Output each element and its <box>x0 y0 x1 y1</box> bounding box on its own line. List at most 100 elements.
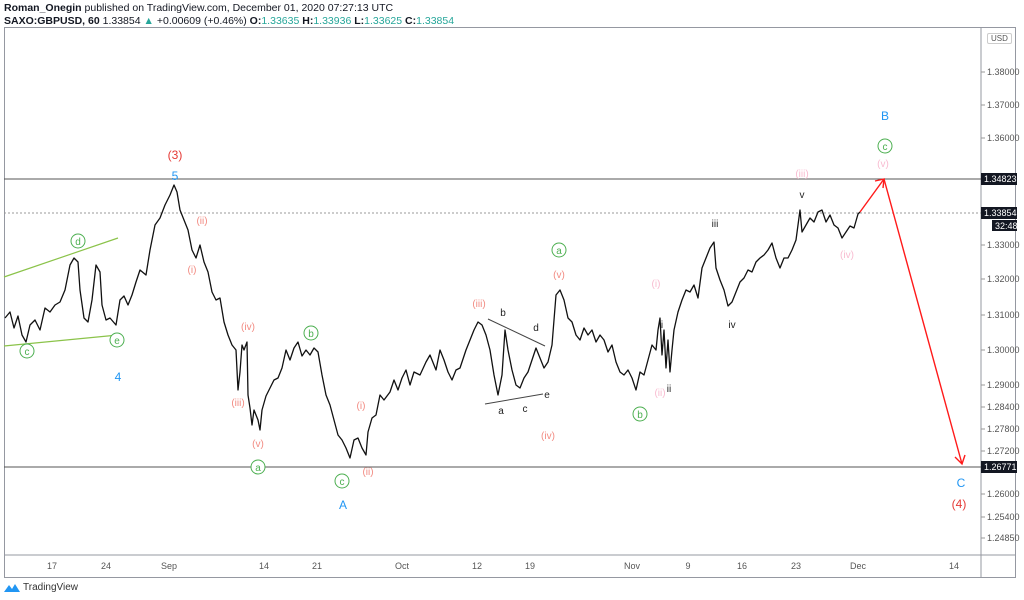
svg-text:1.38000: 1.38000 <box>987 67 1020 77</box>
wave-5-label: 5 <box>172 169 179 183</box>
wave-label: (i) <box>188 265 197 276</box>
wave-label: (iv) <box>840 250 854 261</box>
price-change: +0.00609 (+0.46%) <box>156 15 247 27</box>
wave-circle-b: b <box>632 406 648 422</box>
svg-text:1.30000: 1.30000 <box>987 345 1020 355</box>
wave-circle-c: c <box>877 138 893 154</box>
wave-B-label: B <box>881 109 889 123</box>
symbol-label: SAXO:GBPUSD, 60 <box>4 15 100 27</box>
wave-label: (iii) <box>795 169 808 180</box>
price-axis[interactable]: 1.38000 1.37000 1.36000 1.33000 1.32000 … <box>981 67 1020 543</box>
wave-label: ii <box>667 384 671 395</box>
wave-label: d <box>533 323 539 334</box>
svg-text:1.25400: 1.25400 <box>987 512 1020 522</box>
svg-text:32:48: 32:48 <box>995 221 1018 231</box>
low-label: L: <box>354 15 365 27</box>
svg-text:1.28400: 1.28400 <box>987 402 1020 412</box>
wave-label: (iii) <box>231 398 244 409</box>
close-label: C: <box>405 15 417 27</box>
open-label: O: <box>249 15 262 27</box>
wave-label: (v) <box>252 439 264 450</box>
wave-label: (i) <box>652 279 661 290</box>
wave-circle-a: a <box>250 459 266 475</box>
wave-circle-a: a <box>551 242 567 258</box>
wave-label: (ii) <box>196 216 207 227</box>
close-value: 1.33854 <box>416 15 455 27</box>
svg-text:1.36000: 1.36000 <box>987 133 1020 143</box>
svg-text:24: 24 <box>49 561 59 571</box>
svg-text:12: 12 <box>238 561 248 571</box>
svg-text:1.27200: 1.27200 <box>987 446 1020 456</box>
publish-line: Roman_Onegin published on TradingView.co… <box>4 2 454 15</box>
chart-header: Roman_Onegin published on TradingView.co… <box>4 2 454 28</box>
wave-label: c <box>523 404 528 415</box>
svg-text:1.33854: 1.33854 <box>984 208 1017 218</box>
projection-arrows[interactable] <box>859 178 966 466</box>
currency-button[interactable]: USD <box>987 33 1012 44</box>
ohlc-line: SAXO:GBPUSD, 60 1.33854 ▲ +0.00609 (+0.4… <box>4 15 454 28</box>
wave-label: iii <box>712 219 719 230</box>
svg-text:e: e <box>114 336 120 347</box>
svg-text:14: 14 <box>129 561 139 571</box>
wave-label: b <box>500 308 506 319</box>
svg-text:1.26000: 1.26000 <box>987 489 1020 499</box>
wave-label: iv <box>728 320 735 331</box>
wave-label: i <box>661 320 663 331</box>
svg-text:1.26771: 1.26771 <box>984 462 1017 472</box>
price-line[interactable] <box>4 184 861 459</box>
wave-label: (v) <box>553 270 565 281</box>
published-text: published on TradingView.com, December 0… <box>84 2 394 14</box>
wave-label: (iv) <box>241 322 255 333</box>
open-value: 1.33635 <box>261 15 300 27</box>
wave-circle-b: b <box>303 325 319 341</box>
svg-text:1.27800: 1.27800 <box>987 424 1020 434</box>
svg-text:1.33000: 1.33000 <box>987 240 1020 250</box>
svg-text:d: d <box>75 237 81 248</box>
svg-text:21: 21 <box>156 561 166 571</box>
wave-label: (ii) <box>654 388 665 399</box>
svg-text:1.37000: 1.37000 <box>987 100 1020 110</box>
svg-text:c: c <box>883 142 888 153</box>
svg-text:a: a <box>255 463 261 474</box>
svg-text:c: c <box>25 347 30 358</box>
wave-label: e <box>544 390 550 401</box>
wave-label: (i) <box>357 401 366 412</box>
svg-text:a: a <box>556 246 562 257</box>
high-value: 1.33936 <box>313 15 352 27</box>
low-value: 1.33625 <box>364 15 403 27</box>
chart-frame[interactable] <box>4 27 1016 578</box>
svg-text:Sep: Sep <box>76 561 92 571</box>
svg-text:1.31000: 1.31000 <box>987 310 1020 320</box>
svg-text:b: b <box>308 329 314 340</box>
wave-label: (v) <box>877 159 889 170</box>
wave-circle-c: c <box>19 343 35 359</box>
svg-text:17: 17 <box>22 561 32 571</box>
wave-C-label: C <box>957 476 966 490</box>
svg-text:b: b <box>637 410 643 421</box>
resistance-price-tag: 1.34823 <box>981 173 1017 185</box>
brand-label: TradingView <box>23 582 79 593</box>
countdown-tag: 32:48 <box>992 220 1018 231</box>
svg-text:c: c <box>340 477 345 488</box>
tradingview-logo-icon <box>4 583 20 592</box>
svg-text:19: 19 <box>265 561 275 571</box>
svg-text:1.32000: 1.32000 <box>987 274 1020 284</box>
high-label: H: <box>302 15 314 27</box>
wave-label: a <box>498 406 504 417</box>
wave-4-red-label: (4) <box>952 497 967 511</box>
wave-circle-d: d <box>70 233 86 249</box>
wave-label: (iv) <box>541 431 555 442</box>
time-axis[interactable]: 17 24 Sep 14 21 Oct 12 19 <box>19 561 275 571</box>
wave-label: v <box>800 190 805 201</box>
wave-A-label: A <box>339 498 347 512</box>
wave-4-label: 4 <box>115 370 122 384</box>
wave-circle-e: e <box>109 332 125 348</box>
svg-text:1.29000: 1.29000 <box>987 380 1020 390</box>
author-name[interactable]: Roman_Onegin <box>4 2 82 14</box>
last-price: 1.33854 <box>102 15 141 27</box>
wave-3-label: (3) <box>168 148 183 162</box>
wave-label: (iii) <box>472 299 485 310</box>
svg-text:Oct: Oct <box>198 561 213 571</box>
tradingview-logo[interactable]: TradingView <box>4 582 78 593</box>
